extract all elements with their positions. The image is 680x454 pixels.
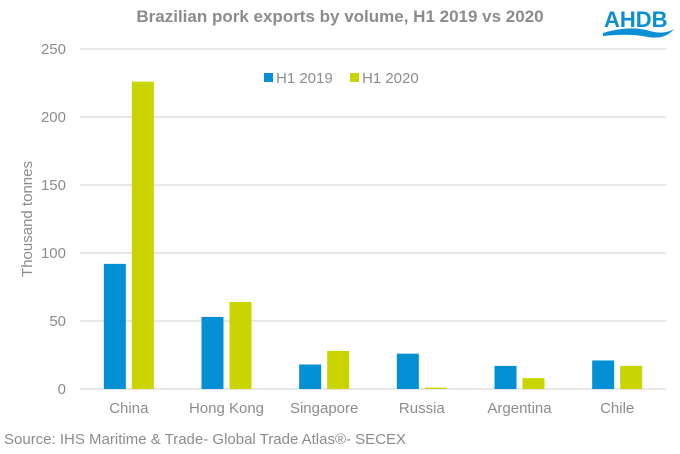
y-tick-label: 100 <box>41 245 66 262</box>
ahdb-logo: AHDB <box>603 7 674 38</box>
y-tick-label: 0 <box>58 381 66 398</box>
category-label: Hong Kong <box>189 400 264 417</box>
legend: H1 2019 H1 2020 <box>264 70 419 87</box>
logo-wave-icon <box>603 28 674 38</box>
y-tick-label: 50 <box>49 313 66 330</box>
bar-h1-2019-argentina <box>494 365 517 389</box>
y-tick-label: 200 <box>41 109 66 126</box>
category-label: Chile <box>600 400 634 417</box>
bar-h1-2020-hong-kong <box>229 301 252 389</box>
bar-h1-2020-chile <box>620 365 643 389</box>
category-labels: China Hong Kong Singapore Russia Argentina Ch… <box>109 400 634 417</box>
bar-h1-2019-chile <box>592 360 615 389</box>
chart-title: Brazilian pork exports by volume, H1 201… <box>136 7 543 26</box>
legend-label-h1-2019: H1 2019 <box>276 70 333 87</box>
category-label: Russia <box>399 400 446 417</box>
bars <box>103 81 643 389</box>
bar-h1-2020-china <box>131 81 154 389</box>
bar-h1-2020-singapore <box>327 350 350 389</box>
category-label: China <box>109 400 149 417</box>
gridlines <box>80 48 666 390</box>
category-label: Singapore <box>290 400 358 417</box>
category-label: Argentina <box>487 400 552 417</box>
source-note: Source: IHS Maritime & Trade- Global Tra… <box>4 431 406 448</box>
y-tick-label: 150 <box>41 177 66 194</box>
bar-h1-2019-russia <box>396 353 419 389</box>
bar-h1-2019-singapore <box>299 364 322 389</box>
legend-swatch-h1-2020 <box>350 73 359 82</box>
legend-swatch-h1-2019 <box>264 73 273 82</box>
logo-text: AHDB <box>604 7 668 32</box>
y-tick-label: 250 <box>41 41 66 58</box>
legend-label-h1-2020: H1 2020 <box>362 70 419 87</box>
bar-h1-2020-russia <box>424 387 447 389</box>
bar-h1-2019-china <box>103 263 126 389</box>
bar-h1-2019-hong-kong <box>201 316 224 389</box>
y-tick-labels: 0 50 100 150 200 250 <box>41 41 66 398</box>
y-axis-label: Thousand tonnes <box>19 161 36 277</box>
bar-h1-2020-argentina <box>522 378 545 389</box>
